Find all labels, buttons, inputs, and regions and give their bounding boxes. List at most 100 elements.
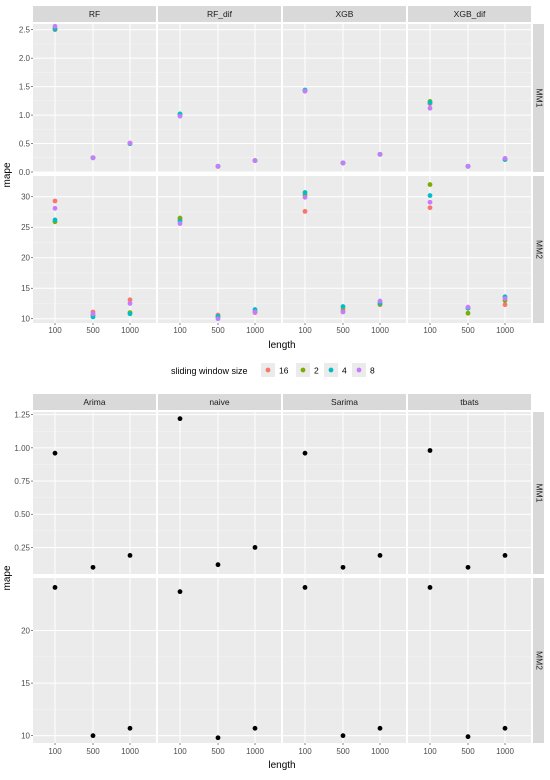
data-point xyxy=(177,221,183,226)
legend-label: 8 xyxy=(370,366,375,376)
data-point xyxy=(502,302,508,308)
data-point xyxy=(177,589,183,595)
facet-label: RF xyxy=(89,9,100,19)
x-tick-label: 1000 xyxy=(121,326,139,335)
data-point xyxy=(127,301,133,306)
panel-background xyxy=(283,24,406,172)
legend-swatch xyxy=(300,367,306,373)
data-point xyxy=(215,735,221,741)
data-point xyxy=(302,450,308,456)
data-point xyxy=(302,190,308,195)
x-tick-label: 100 xyxy=(48,326,62,335)
x-tick-label: 1000 xyxy=(371,326,389,335)
panel-background xyxy=(158,578,281,743)
data-point xyxy=(465,734,471,740)
row-label: MM1 xyxy=(534,89,544,108)
x-tick-label: 500 xyxy=(336,326,350,335)
data-point xyxy=(127,725,133,731)
data-point xyxy=(252,158,258,164)
x-tick-label: 500 xyxy=(461,747,475,756)
panel-background xyxy=(408,578,531,743)
facet-strip xyxy=(408,394,531,410)
facet-strip xyxy=(283,6,406,22)
panel-background xyxy=(283,578,406,743)
x-tick-label: 500 xyxy=(86,326,100,335)
data-point xyxy=(52,585,58,590)
data-point xyxy=(52,23,58,29)
data-point xyxy=(52,198,58,204)
panel-background xyxy=(33,176,156,323)
row-strip xyxy=(533,412,544,574)
x-tick-label: 100 xyxy=(173,326,187,335)
data-point xyxy=(340,564,346,570)
data-point xyxy=(340,304,346,309)
facet-strip xyxy=(33,6,156,22)
data-point xyxy=(90,311,96,317)
legend-swatch xyxy=(265,367,271,373)
data-point xyxy=(427,105,433,111)
x-tick-label: 500 xyxy=(211,326,225,335)
x-tick-label: 100 xyxy=(48,747,62,756)
x-tick-label: 500 xyxy=(86,747,100,756)
data-point xyxy=(52,450,58,456)
data-point xyxy=(427,193,433,198)
panel-background xyxy=(158,24,281,172)
y-axis-title: mape xyxy=(2,162,13,187)
x-tick-label: 1000 xyxy=(371,747,389,756)
data-point xyxy=(340,160,346,166)
y-tick-label: 10 xyxy=(21,732,30,741)
facet-strip xyxy=(33,394,156,410)
x-axis-title: length xyxy=(268,340,295,351)
x-tick-label: 100 xyxy=(173,747,187,756)
y-tick-label: 0.5 xyxy=(19,140,31,149)
data-point xyxy=(427,448,433,453)
x-tick-label: 1000 xyxy=(496,747,514,756)
data-point xyxy=(127,140,133,146)
data-point xyxy=(502,155,508,161)
data-point xyxy=(377,725,383,731)
facet-label: XGB_dif xyxy=(454,9,486,19)
x-tick-label: 1000 xyxy=(246,747,264,756)
legend-swatch xyxy=(328,367,334,373)
facet-strip xyxy=(158,6,281,22)
data-point xyxy=(377,298,383,304)
data-point xyxy=(465,564,471,570)
panel-background xyxy=(33,24,156,172)
panel-background xyxy=(158,176,281,323)
chart-1: RF RF_dif XGB XGB_dif MM1 0.0 0.5 1.0 1.5 2.0 2.5 M… xyxy=(2,6,544,351)
data-point xyxy=(427,199,433,205)
y-tick-label: 25 xyxy=(21,223,30,232)
panel-background xyxy=(408,412,531,574)
facet-label: Arima xyxy=(83,397,105,407)
x-tick-label: 1000 xyxy=(496,326,514,335)
panel-background xyxy=(33,578,156,743)
legend-label: 2 xyxy=(314,366,319,376)
y-axis-title: mape xyxy=(2,565,13,590)
row-strip xyxy=(533,176,544,323)
data-point xyxy=(252,545,258,550)
y-tick-label: 20 xyxy=(21,627,30,636)
data-point xyxy=(302,208,308,214)
data-point xyxy=(52,205,58,211)
data-point xyxy=(127,553,133,558)
row-label: MM1 xyxy=(534,484,544,503)
x-tick-label: 100 xyxy=(298,747,312,756)
data-point xyxy=(427,182,433,187)
y-tick-label: 15 xyxy=(21,679,30,688)
data-point xyxy=(340,309,346,315)
panel-background xyxy=(408,24,531,172)
data-point xyxy=(302,585,308,590)
data-point xyxy=(465,310,471,316)
data-point xyxy=(340,733,346,739)
row-strip xyxy=(533,578,544,743)
data-point xyxy=(502,725,508,731)
data-point xyxy=(252,725,258,731)
legend: sliding window size 16 2 4 8 xyxy=(171,363,375,377)
x-tick-label: 100 xyxy=(423,747,437,756)
legend-label: 16 xyxy=(279,366,289,376)
legend-swatch xyxy=(356,367,362,373)
legend-item: 8 xyxy=(352,363,375,377)
y-tick-label: 1.00 xyxy=(14,444,30,453)
y-tick-label: 1.0 xyxy=(19,111,31,120)
